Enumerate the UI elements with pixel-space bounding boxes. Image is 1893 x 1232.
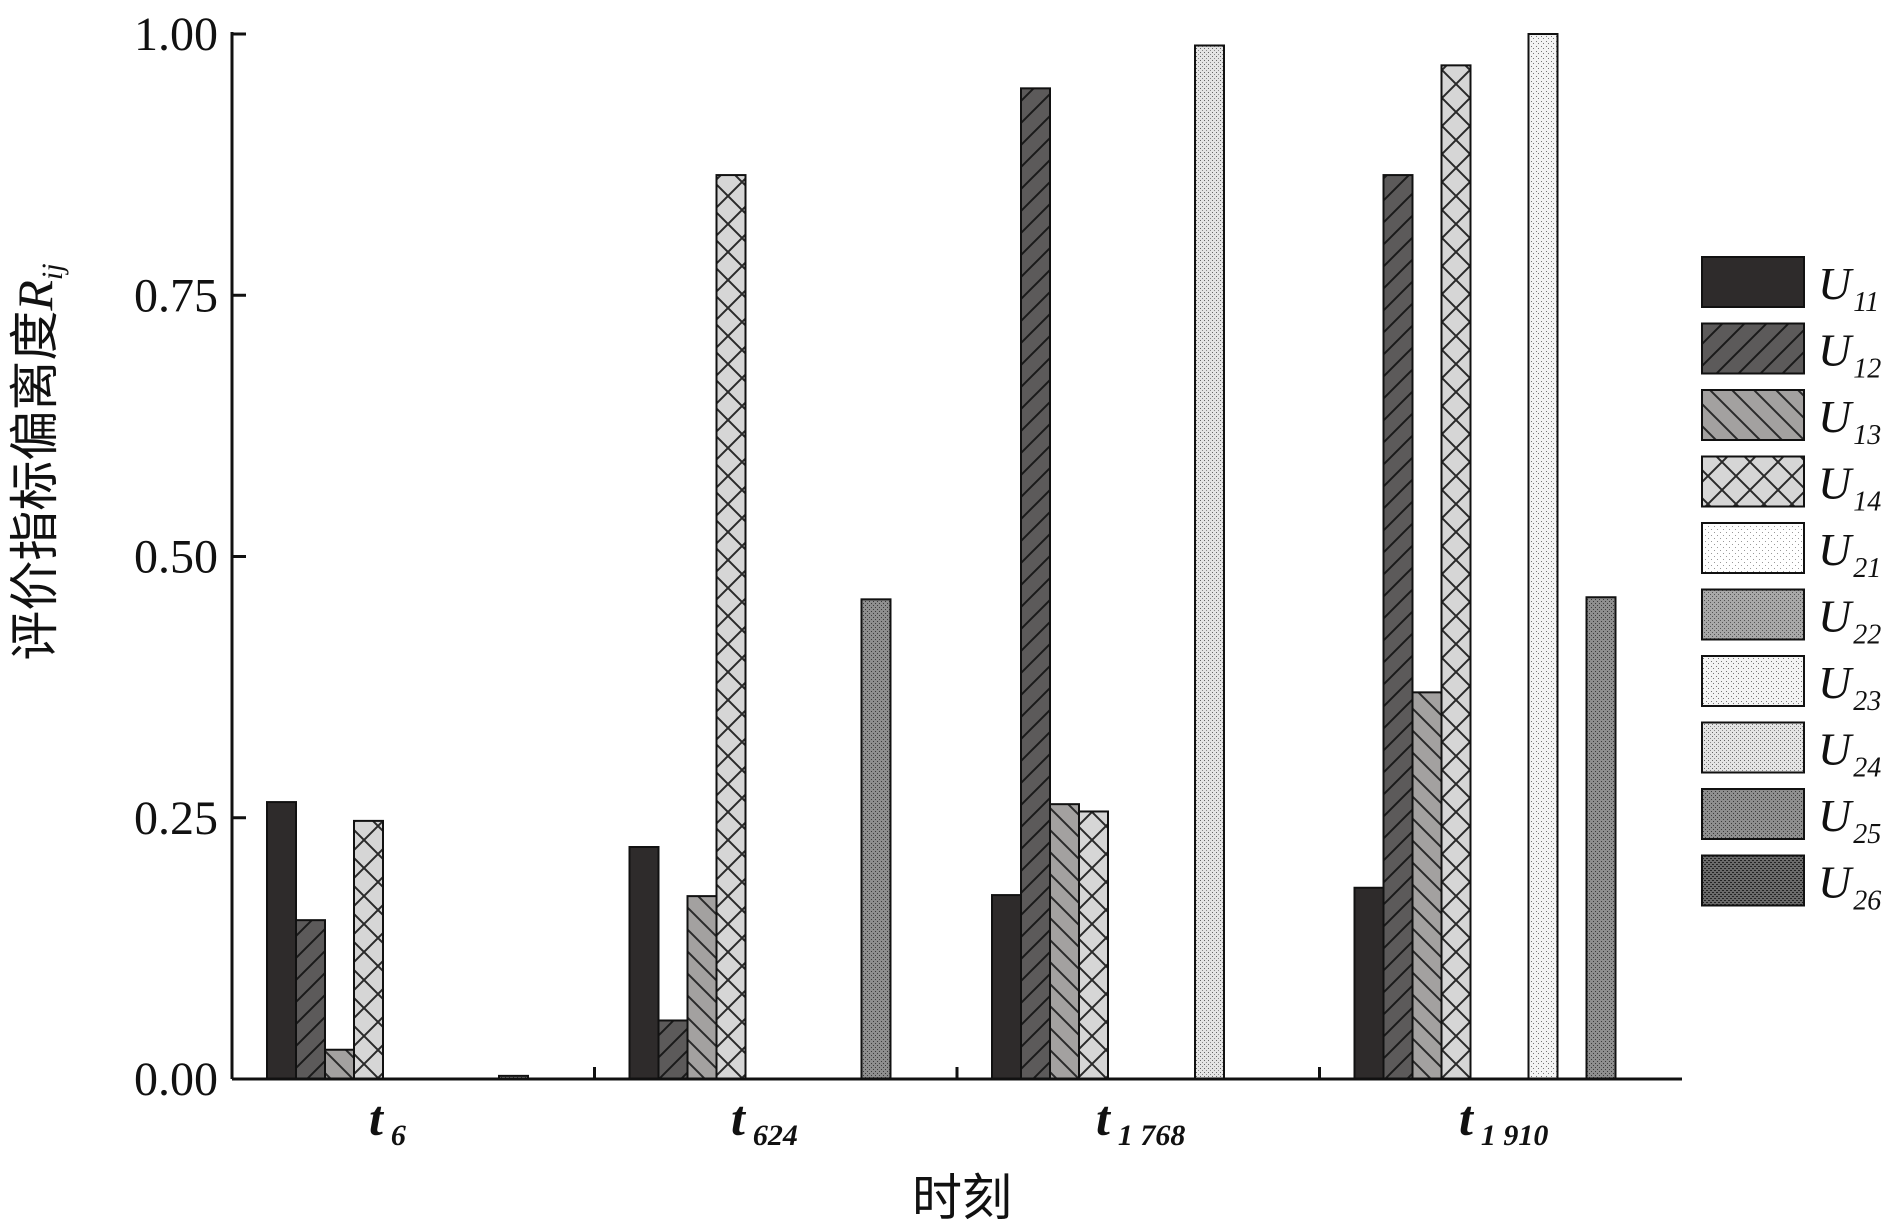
legend-label-u24: U24 — [1818, 724, 1881, 784]
bar-u24-2 — [1194, 44, 1225, 1081]
legend-swatch-u25 — [1701, 788, 1805, 840]
y-tick-label: 0.00 — [134, 1053, 218, 1106]
legend-label-u11: U11 — [1818, 258, 1879, 318]
x-axis-label: 时刻 — [912, 1169, 1012, 1227]
bar-u25-3 — [1585, 596, 1617, 1080]
bar-u11-3 — [1353, 886, 1385, 1081]
legend-label-u12: U12 — [1818, 325, 1881, 385]
legend-swatch-u22 — [1701, 588, 1805, 641]
bar-u11-0 — [266, 801, 297, 1080]
bar-u14-3 — [1440, 64, 1472, 1081]
bar-u25-1 — [860, 598, 892, 1080]
legend-swatch-u12 — [1701, 322, 1805, 375]
bar-u13-0 — [324, 1048, 355, 1080]
y-tick-label: 0.25 — [134, 792, 218, 845]
legend-swatch-u21 — [1701, 522, 1805, 574]
bar-u23-3 — [1527, 33, 1559, 1080]
legend-label-u25: U25 — [1818, 790, 1881, 850]
legend-label-u13: U13 — [1818, 391, 1881, 451]
bar-u14-2 — [1078, 810, 1109, 1080]
axes-group: 0.00 0.25 0.50 0.75 1.00 t 6 t 624 t 1 768 t 1 910 — [134, 8, 1682, 1152]
bars-group — [266, 33, 1617, 1081]
legend-swatch-u13 — [1701, 389, 1805, 441]
bar-u11-2 — [991, 894, 1022, 1081]
legend-swatch-u23 — [1701, 655, 1805, 707]
bar-u14-0 — [353, 819, 384, 1080]
bar-u11-1 — [628, 846, 660, 1081]
bar-u13-2 — [1049, 803, 1080, 1080]
y-tick-label: 1.00 — [134, 8, 218, 61]
legend-label-u14: U14 — [1818, 458, 1881, 518]
y-tick-label: 0.50 — [134, 531, 218, 584]
bar-u12-1 — [657, 1019, 689, 1080]
legend-swatch-u11 — [1701, 256, 1805, 308]
legend-swatch-u26 — [1701, 854, 1805, 907]
bar-u13-1 — [686, 895, 718, 1080]
legend-label-u23: U23 — [1818, 657, 1881, 717]
legend-swatch-u24 — [1701, 721, 1805, 774]
y-axis-label: 评价指标偏离度Rij — [6, 263, 69, 660]
legend-label-u21: U21 — [1818, 524, 1881, 584]
bar-u12-2 — [1020, 87, 1051, 1080]
bar-u13-3 — [1411, 691, 1443, 1080]
bar-u12-0 — [295, 919, 326, 1080]
bar-u12-3 — [1382, 174, 1414, 1080]
x-tick-label: t 624 — [731, 1090, 798, 1152]
legend-label-u26: U26 — [1818, 857, 1881, 917]
legend-label-u22: U22 — [1818, 591, 1881, 651]
bar-u14-1 — [715, 174, 747, 1080]
legend-swatch-u14 — [1701, 455, 1805, 508]
y-tick-label: 0.75 — [134, 269, 218, 322]
